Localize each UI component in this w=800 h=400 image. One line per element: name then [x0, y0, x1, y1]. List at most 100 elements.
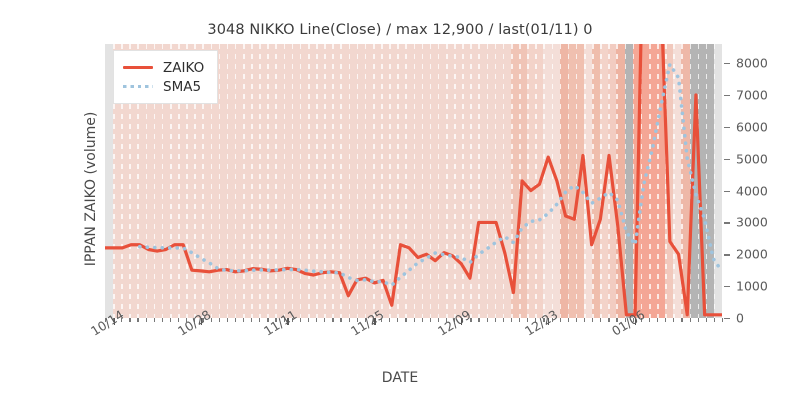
x-tick-mark: [121, 318, 123, 322]
gridline-vertical: [226, 44, 229, 318]
gridline-vertical: [405, 44, 407, 318]
gridline-vertical: [267, 44, 269, 318]
gridline-vertical: [437, 44, 440, 318]
gridline-vertical: [624, 44, 627, 318]
x-tick-mark: [397, 318, 399, 322]
gridline-vertical: [381, 44, 383, 318]
gridline-vertical: [332, 44, 334, 318]
gridline-vertical: [202, 44, 204, 318]
x-tick-mark: [153, 318, 155, 322]
x-tick-mark: [551, 318, 553, 322]
gridline-vertical: [194, 44, 196, 318]
gridline-vertical: [145, 44, 148, 318]
x-tick-mark: [218, 318, 220, 322]
gridline-vertical: [543, 44, 545, 318]
x-tick-mark: [356, 318, 358, 322]
y-tick-mark: [724, 318, 730, 320]
x-tick-mark: [616, 318, 618, 322]
x-tick-mark: [243, 318, 245, 322]
y-tick-mark: [724, 126, 730, 129]
x-tick-mark: [657, 318, 659, 322]
x-tick-mark: [648, 318, 651, 322]
gridline-vertical: [592, 44, 594, 318]
gridline-vertical: [397, 44, 399, 318]
x-tick-mark: [697, 318, 699, 322]
gridline-vertical: [299, 44, 302, 318]
x-tick-mark-major: [461, 318, 463, 325]
gridline-vertical: [575, 44, 578, 318]
gridline-vertical: [348, 44, 351, 318]
gridline-vertical: [153, 44, 156, 318]
legend-item-sma5: SMA5: [123, 77, 204, 96]
gridline-vertical: [486, 44, 489, 318]
gridline-vertical: [535, 44, 537, 318]
gridline-vertical: [657, 44, 659, 318]
gridline-vertical: [283, 44, 286, 318]
gridline-vertical: [121, 44, 123, 318]
chart-title: 3048 NIKKO Line(Close) / max 12,900 / la…: [207, 22, 593, 38]
x-tick-mark-major: [287, 318, 289, 325]
background-band: [681, 44, 690, 318]
x-tick-mark: [186, 318, 188, 322]
x-tick-mark: [275, 318, 277, 322]
x-tick-mark: [421, 318, 423, 322]
gridline-vertical: [243, 44, 245, 318]
background-band: [673, 44, 682, 318]
y-tick-label: 5000: [736, 151, 768, 167]
gridline-vertical: [307, 44, 310, 318]
x-tick-mark: [381, 318, 383, 322]
zaiko-line-swatch: [123, 62, 153, 73]
gridline-vertical: [129, 44, 131, 318]
x-tick-mark: [502, 318, 504, 322]
x-tick-mark: [519, 318, 521, 322]
x-tick-mark: [129, 318, 131, 322]
x-tick-mark: [494, 318, 496, 322]
gridline-vertical: [251, 44, 253, 318]
gridline-vertical: [462, 44, 464, 318]
gridline-vertical: [372, 44, 375, 318]
x-tick-mark: [527, 318, 529, 322]
x-tick-mark: [583, 318, 586, 322]
gridline-vertical: [478, 44, 481, 318]
background-band: [713, 44, 722, 318]
y-tick-label: 4000: [736, 183, 768, 199]
series-line-zaiko: [105, 44, 722, 317]
legend-label-zaiko: ZAIKO: [163, 59, 205, 76]
gridline-vertical: [210, 44, 213, 318]
x-tick-mark: [624, 318, 626, 322]
gridline-vertical: [632, 44, 635, 318]
x-tick-mark: [567, 318, 569, 322]
y-tick-label: 0: [736, 310, 744, 326]
gridline-vertical: [600, 44, 602, 318]
x-tick-mark: [462, 318, 464, 322]
x-tick-mark: [689, 318, 691, 322]
x-tick-mark: [307, 318, 310, 322]
x-tick-mark: [324, 318, 326, 322]
x-tick-mark: [169, 318, 172, 322]
chart-legend: ZAIKO SMA5: [113, 50, 219, 104]
background-band: [616, 44, 625, 318]
gridline-vertical: [316, 44, 318, 318]
y-tick-label: 7000: [736, 87, 768, 103]
gridline-vertical: [567, 44, 570, 318]
background-band: [510, 44, 528, 318]
x-tick-mark: [608, 318, 610, 322]
gridlines-layer: [105, 44, 722, 318]
x-tick-mark: [535, 318, 537, 322]
x-tick-mark-major: [548, 318, 550, 325]
x-tick-mark: [640, 318, 642, 322]
gridline-vertical: [559, 44, 562, 318]
x-tick-mark-major: [635, 318, 637, 325]
gridline-vertical: [137, 44, 140, 318]
x-tick-mark: [291, 318, 293, 322]
x-tick-mark: [405, 318, 407, 322]
gridline-vertical: [640, 44, 643, 318]
gridline-vertical: [689, 44, 692, 318]
gridline-vertical: [161, 44, 164, 318]
gridline-vertical: [648, 44, 651, 318]
x-tick-mark: [267, 318, 269, 322]
legend-item-zaiko: ZAIKO: [123, 58, 204, 77]
plot-area: [105, 44, 722, 318]
x-tick-mark: [665, 318, 667, 322]
gridline-vertical: [340, 44, 343, 318]
